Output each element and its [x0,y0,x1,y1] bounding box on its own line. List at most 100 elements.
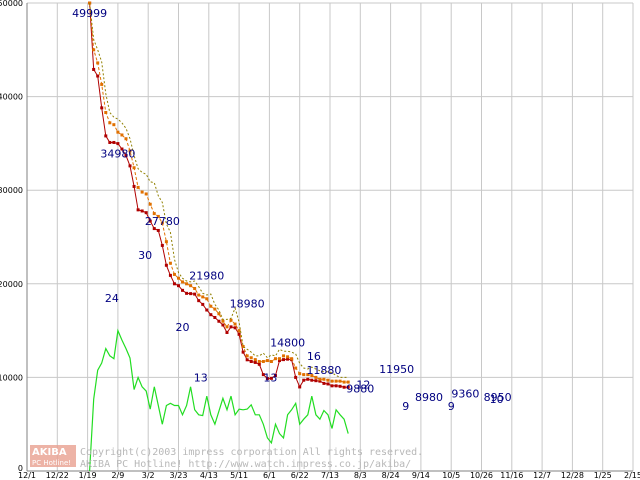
min-price-point [197,299,201,303]
min-price-point [229,325,233,329]
min-price-point [136,208,140,212]
min-price-point [306,377,310,381]
avg-price-point [201,295,205,299]
min-price-point [302,378,306,382]
avg-price-point [132,166,136,170]
price-data-label: 14800 [270,336,305,349]
min-price-point [294,375,298,379]
min-price-point [225,330,229,334]
avg-price-point [278,357,281,361]
price-data-label: 21980 [189,269,224,282]
logo-box [30,445,76,467]
avg-price-point [100,82,104,86]
avg-price-point [156,214,160,218]
min-price-point [322,381,326,385]
avg-price-point [245,354,249,358]
x-axis-ticks: 12/1 12/22 1/19 2/9 3/2 3/23 4/13 5/11 6/1 6/22 7/… [18,471,640,480]
min-price-point [152,227,156,231]
axes [26,3,633,472]
min-price-point [314,379,318,383]
min-price-point [112,140,116,144]
min-price-point [273,374,277,378]
min-price-point [189,292,193,296]
price-data-label: 11950 [379,363,414,376]
logo-subtext: PC Hotline! [32,459,71,467]
x-tick-label: 6/22 [291,471,309,480]
avg-price-point [221,319,225,323]
min-price-point [286,357,290,361]
min-price-point [342,385,346,389]
price-data-label: 8950 [484,391,512,404]
series-lines [88,1,350,472]
min-price-point [172,282,176,286]
gridlines [26,2,634,472]
avg-price-point [334,379,338,383]
min-price-point [217,319,221,323]
avg-price-point [209,304,213,308]
avg-price-point [140,190,144,194]
avg-price-point [128,149,132,153]
min-price-point [318,379,322,383]
avg-price-point [282,354,286,358]
avg-price-point [108,121,112,125]
shop-count-line [89,328,349,472]
avg-price-point [177,276,180,280]
avg-price-point [253,358,257,362]
avg-price-point [217,312,221,316]
min-price-point [205,308,209,312]
shop-count-label: 9 [448,400,455,413]
min-price-point [144,211,148,215]
avg-price-point [286,355,290,359]
avg-price-point [249,356,253,360]
copyright-line-1: Copyright(c)2003 impress corporation All… [80,447,423,458]
x-tick-label: 7/13 [321,471,339,480]
price-data-label: 9880 [346,383,374,396]
avg-price-point [229,318,233,322]
x-tick-label: 8/3 [354,471,367,480]
x-tick-label: 8/24 [382,471,400,480]
x-tick-label: 10/5 [442,471,460,480]
shop-count-label: 12 [356,379,370,392]
min-price-point [148,219,152,223]
min-price-point [168,273,172,277]
price-data-label: 27780 [145,215,180,228]
x-tick-label: 4/13 [200,471,218,480]
x-tick-label: 2/15 [624,471,640,480]
min-price-point [108,140,112,144]
avg-price-point [326,378,330,382]
copyright-line-2: AKIBA PC Hotline! http://www.watch.impre… [80,459,411,470]
avg-price-point [310,374,314,378]
avg-price-point [160,221,164,225]
avg-price-point [193,286,197,290]
min-price-point [116,142,120,146]
y-tick-label: 50000 [0,0,23,8]
min-price-point [265,377,269,381]
min-price-point [269,376,273,380]
avg-price-point [294,366,298,370]
avg-price-point [318,377,322,381]
y-tick-label: 20000 [0,280,23,289]
min-price-point [253,360,257,364]
x-tick-label: 1/19 [79,471,97,480]
min-price-point [120,147,124,151]
price-data-label: 11880 [306,364,341,377]
min-price-point [346,385,350,389]
avg-price-point [172,272,176,276]
shop-count-label: 16 [307,350,321,363]
min-price-point [193,292,197,296]
avg-price-point [338,379,342,383]
avg-price-point [213,307,217,311]
avg-price-point [124,137,128,141]
avg-price-point [233,322,237,326]
avg-price-point [298,372,302,376]
min-price-point [310,378,314,382]
shop-count-label: 24 [105,292,119,305]
min-price-point [132,184,136,188]
avg-price-point [225,325,229,329]
x-tick-label: 12/28 [561,471,584,480]
min-price-point [160,243,164,247]
y-axis-ticks: 0 10000 20000 30000 40000 50000 [0,0,23,473]
data-labels: 4999934980277802198018980148001188098801… [72,7,512,413]
x-tick-label: 2/9 [111,471,124,480]
